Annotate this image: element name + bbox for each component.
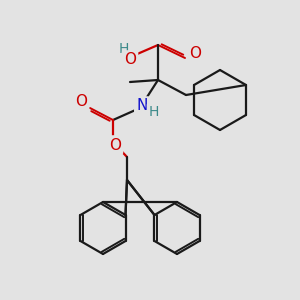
Text: H: H: [119, 42, 129, 56]
Text: O: O: [75, 94, 87, 110]
Text: N: N: [136, 98, 148, 113]
Text: H: H: [149, 105, 159, 119]
Text: O: O: [109, 137, 121, 152]
Text: O: O: [124, 52, 136, 68]
Text: O: O: [189, 46, 201, 62]
